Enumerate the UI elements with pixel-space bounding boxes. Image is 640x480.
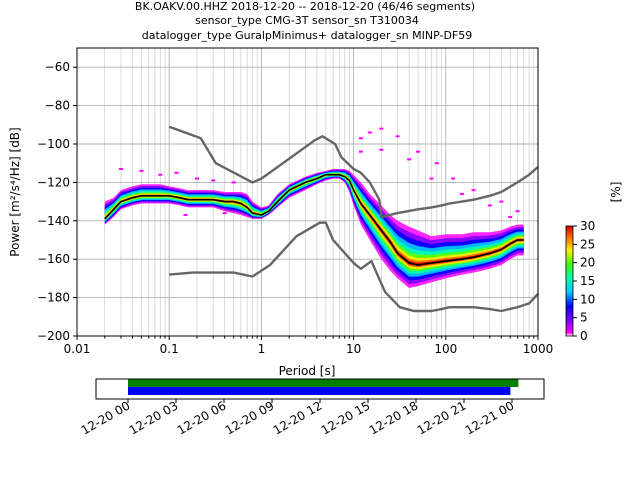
x-tick-label: 1 — [258, 342, 266, 356]
density-cell — [429, 177, 434, 180]
timeline-tick-label: 12-20 03 — [127, 398, 181, 437]
colorbar-tick-label: 5 — [580, 311, 588, 325]
x-tick-label: 1000 — [523, 342, 554, 356]
density-cell — [174, 171, 179, 174]
median-line — [104, 173, 524, 266]
y-tick-label: −140 — [37, 214, 70, 228]
density-cell — [118, 167, 123, 170]
density-cell — [416, 150, 421, 153]
timeline-tick-label: 12-20 21 — [415, 398, 469, 437]
x-tick-label: 0.1 — [160, 342, 179, 356]
timeline-bar-blue — [128, 387, 511, 395]
density-cell — [139, 169, 144, 172]
y-tick-label: −180 — [37, 291, 70, 305]
x-tick-label: 0.01 — [64, 342, 91, 356]
y-tick-label: −120 — [37, 175, 70, 189]
density-cell — [358, 137, 363, 140]
timeline-tick-label: 12-20 00 — [79, 398, 133, 437]
density-cell — [451, 177, 456, 180]
density-cell — [395, 135, 400, 138]
colorbar-tick-label: 0 — [580, 329, 588, 343]
density-cell — [367, 131, 372, 134]
colorbar-tick-label: 30 — [580, 219, 595, 233]
timeline-bar-green — [128, 379, 519, 387]
density-cell — [460, 192, 465, 195]
colorbar-tick-label: 20 — [580, 256, 595, 270]
y-tick-label: −160 — [37, 252, 70, 266]
timeline-tick-label: 12-20 06 — [175, 398, 229, 437]
ppsd-density — [104, 127, 524, 288]
colorbar-tick-label: 10 — [580, 292, 595, 306]
density-cell — [515, 210, 520, 213]
density-cell — [508, 215, 513, 218]
timeline-tick-label: 12-20 18 — [367, 398, 421, 437]
timeline-tick-label: 12-21 00 — [463, 398, 517, 437]
x-axis-label: Period [s] — [279, 364, 336, 378]
y-tick-label: −100 — [37, 137, 70, 151]
density-cell — [211, 179, 216, 182]
timeline-tick-label: 12-20 15 — [319, 398, 373, 437]
y-tick-label: −80 — [45, 99, 70, 113]
density-cell — [358, 150, 363, 153]
series-layer — [104, 125, 539, 313]
y-tick-label: −60 — [45, 60, 70, 74]
density-cell — [183, 214, 188, 217]
title-line-2: sensor_type CMG-3T sensor_sn T310034 — [195, 14, 419, 27]
density-cell — [194, 177, 199, 180]
density-cell — [231, 181, 236, 184]
timeline-tick-label: 12-20 12 — [271, 398, 325, 437]
density-cell — [434, 162, 439, 165]
timeline-tick-label: 12-20 09 — [223, 398, 277, 437]
colorbar: 0 5 10 15 20 25 30 [%] — [565, 182, 623, 343]
x-tick-label: 10 — [346, 342, 361, 356]
density-cell — [158, 173, 163, 176]
density-cell — [407, 158, 412, 161]
density-cell — [471, 189, 476, 192]
ppsd-plot: 0.01 0.1 1 10 100 1000 −60 −80 −100 −120 −140 −160 −… — [37, 47, 553, 356]
density-cell — [379, 148, 384, 151]
y-tick-label: −200 — [37, 329, 70, 343]
plot-frame — [76, 47, 539, 337]
density-cell — [499, 200, 504, 203]
colorbar-tick-label: 15 — [580, 274, 595, 288]
x-tick-label: 100 — [434, 342, 457, 356]
title-line-3: datalogger_type GuralpMinimus+ datalogge… — [142, 29, 473, 42]
density-cell — [379, 127, 384, 130]
density-cell — [222, 212, 227, 215]
colorbar-tick-label: 25 — [580, 237, 595, 251]
low-noise-model-line — [169, 221, 539, 313]
high-noise-model-line — [168, 125, 539, 219]
y-axis-label: Power [m²/s⁴/Hz] [dB] — [8, 127, 22, 256]
colorbar-label: [%] — [609, 182, 623, 203]
density-layer — [104, 173, 524, 272]
density-cell — [487, 204, 492, 207]
title-line-1: BK.OAKV.00.HHZ 2018-12-20 -- 2018-12-20 … — [135, 0, 475, 13]
ticks: 0.01 0.1 1 10 100 1000 −60 −80 −100 −120 −140 −160 −… — [37, 60, 553, 356]
